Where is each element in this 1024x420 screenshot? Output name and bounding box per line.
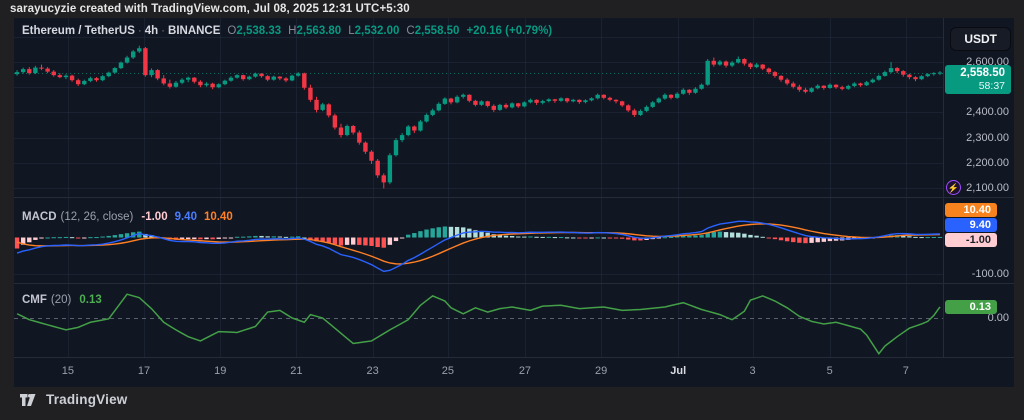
macd-value-badge: 10.40 <box>945 203 997 217</box>
bar-countdown: 58:37 <box>978 79 1005 92</box>
macd-value-badge: 9.40 <box>945 218 997 232</box>
tradingview-logo-icon <box>20 393 36 406</box>
time-axis-label: 3 <box>749 365 756 377</box>
cmf-value: 0.13 <box>79 294 102 306</box>
macd-scale-label: -100.00 <box>971 267 1009 280</box>
symbol-title[interactable]: Ethereum / TetherUS <box>22 25 135 37</box>
cmf-value-badge: 0.13 <box>945 299 997 314</box>
macd-value-badge: -1.00 <box>945 233 997 247</box>
time-axis-label: 19 <box>214 365 227 377</box>
time-axis-label: 7 <box>902 365 909 377</box>
macd-params: (12, 26, close) <box>60 211 134 223</box>
macd-title[interactable]: MACD <box>22 211 57 223</box>
cmf-legend: CMF (20) 0.13 <box>22 294 102 306</box>
watermark-text: sarayucyzie created with TradingView.com… <box>10 3 410 15</box>
open-value: 2,538.33 <box>236 25 282 37</box>
change-value: +20.16 (+0.79%) <box>466 25 553 37</box>
legend-separator: · <box>161 25 166 37</box>
time-axis-label: 15 <box>61 365 74 377</box>
time-axis-label: 5 <box>826 365 833 377</box>
time-axis-label: 25 <box>441 365 454 377</box>
open-label: O <box>227 25 237 37</box>
exchange-label[interactable]: BINANCE <box>168 25 221 37</box>
high-value: 2,563.80 <box>296 25 342 37</box>
macd-signal-value: 10.40 <box>203 211 233 223</box>
symbol-legend: Ethereum / TetherUS · 4h · BINANCE O2,538.33 H… <box>22 25 552 37</box>
tradingview-brand-text: TradingView <box>46 392 128 407</box>
time-axis-label: 29 <box>595 365 608 377</box>
price-axis-label: 2,300.00 <box>966 131 1009 144</box>
time-axis-label: 21 <box>290 365 303 377</box>
price-axis-label: 2,100.00 <box>966 181 1009 194</box>
current-price-value: 2,558.50 <box>960 66 1005 79</box>
time-scale[interactable] <box>14 357 943 387</box>
close-label: C <box>406 25 415 37</box>
price-alert-icon[interactable]: ⚡ <box>946 179 961 195</box>
chart-container: Ethereum / TetherUS · 4h · BINANCE O2,538.33 H… <box>14 18 1014 387</box>
macd-line-value: 9.40 <box>174 211 197 223</box>
legend-separator: · <box>137 25 142 37</box>
price-axis-label: 2,400.00 <box>966 106 1009 119</box>
close-value: 2,558.50 <box>414 25 460 37</box>
macd-hist-value: -1.00 <box>141 211 168 223</box>
cmf-params: (20) <box>50 294 72 306</box>
macd-legend: MACD (12, 26, close) -1.00 9.40 10.40 <box>22 211 233 223</box>
low-value: 2,532.00 <box>354 25 400 37</box>
time-axis-label: 17 <box>137 365 151 377</box>
current-price-badge: 2,558.50 58:37 <box>945 64 1011 94</box>
interval-label[interactable]: 4h <box>144 25 159 37</box>
high-label: H <box>288 25 297 37</box>
price-chart-canvas[interactable] <box>14 18 1014 387</box>
time-axis-label: 23 <box>366 365 379 377</box>
time-axis-label: 27 <box>518 365 532 377</box>
currency-toggle-button[interactable]: USDT <box>950 27 1011 51</box>
tradingview-attribution[interactable]: TradingView <box>20 392 127 407</box>
price-axis-label: 2,200.00 <box>966 156 1009 169</box>
time-axis-label: Jul <box>670 365 687 377</box>
cmf-title[interactable]: CMF <box>22 294 47 306</box>
cmf-zero-label: 0.00 <box>987 312 1009 324</box>
low-label: L <box>348 25 355 37</box>
